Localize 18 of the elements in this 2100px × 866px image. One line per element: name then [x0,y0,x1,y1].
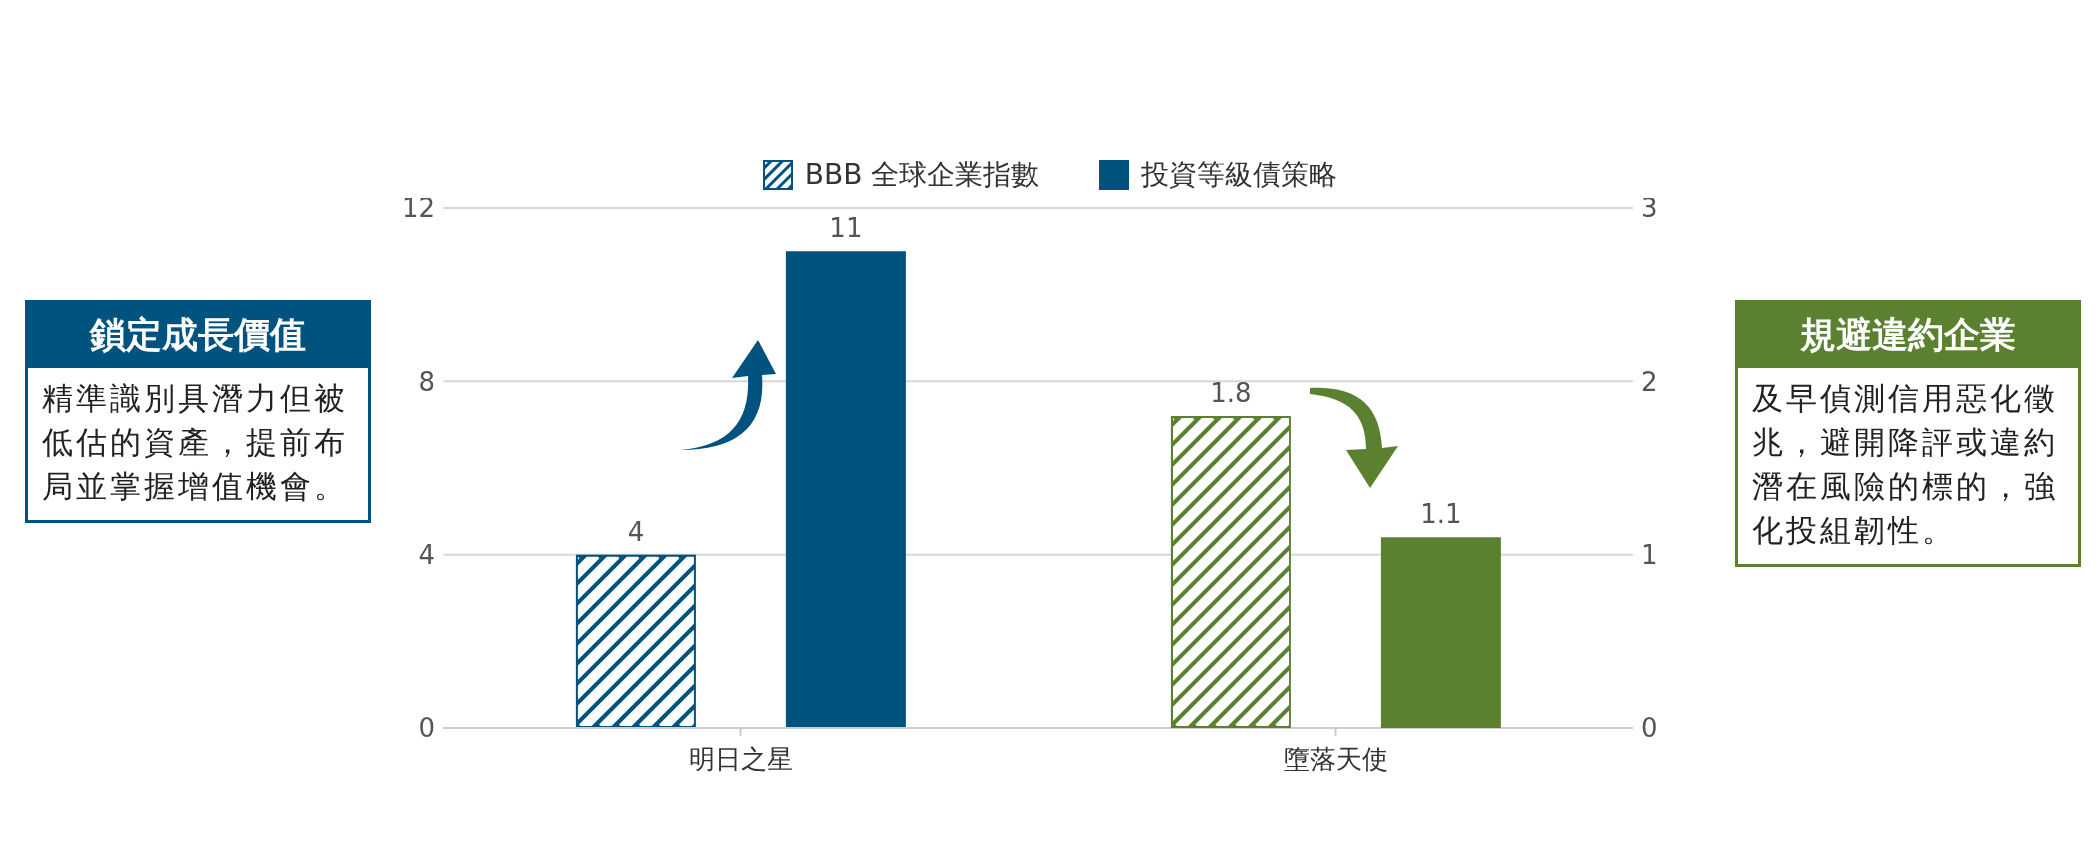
x-tick-label: 明日之星 [688,744,793,775]
y-tick-label: 8 [418,366,435,397]
text-box: 鎖定成長價值 精準識別具潛力但被低估的資產，提前布局並掌握增值機會。 [25,300,371,523]
y2-tick-label: 0 [1641,713,1658,744]
x-tick-label: 墮落天使 [1283,744,1388,775]
data-label: 1.1 [1420,499,1462,530]
y2-tick-label: 1 [1641,539,1658,570]
data-label: 11 [829,213,863,244]
y-tick-label: 4 [418,539,435,570]
y-tick-label: 0 [418,713,435,744]
y2-tick-label: 2 [1641,366,1658,397]
text-box: 規避違約企業 及早偵測信用惡化徵兆，避開降評或違約潛在風險的標的，強化投組韌性。 [1735,300,2081,567]
y2-tick-label: 3 [1641,193,1658,224]
legend-label: BBB 全球企業指數 [804,157,1040,193]
data-label: 4 [627,516,645,547]
data-label: 1.8 [1210,378,1252,408]
y-tick-label: 12 [401,193,435,224]
legend-label: 投資等級債策略 [1141,157,1338,193]
